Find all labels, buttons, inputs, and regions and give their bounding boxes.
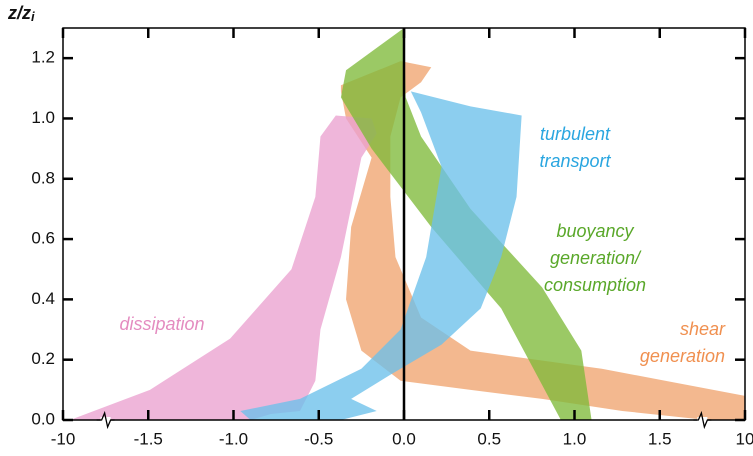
x-tick-label: -1.0 [219, 429, 248, 448]
x-tick-label: -1.5 [134, 429, 163, 448]
y-label-main: z/z [7, 3, 31, 23]
annotation: dissipation [119, 314, 204, 334]
y-tick-label: 0.4 [31, 289, 55, 308]
band [240, 91, 522, 421]
band [70, 115, 377, 420]
axis-break [693, 410, 712, 430]
x-tick-label: -0.5 [304, 429, 333, 448]
annotation: buoyancy [556, 221, 634, 241]
x-tick-label: 10 [736, 429, 753, 448]
annotation: turbulent [540, 124, 611, 144]
axis-break [96, 410, 115, 430]
annotation: shear [680, 319, 726, 339]
y-tick-label: 0.2 [31, 349, 55, 368]
annotation: generation [640, 346, 725, 366]
annotation: generation/ [550, 248, 642, 268]
x-tick-label: 0.5 [477, 429, 501, 448]
y-tick-label: 0.6 [31, 229, 55, 248]
x-tick-label: 0.0 [392, 429, 416, 448]
x-tick-label: 1.5 [648, 429, 672, 448]
y-tick-label: 1.2 [31, 48, 55, 67]
y-tick-label: 0.8 [31, 168, 55, 187]
y-tick-label: 1.0 [31, 108, 55, 127]
y-axis-label: z/zi [7, 3, 35, 25]
annotation: transport [539, 151, 611, 171]
y-tick-label: 0.0 [31, 409, 55, 428]
y-label-sub: i [31, 9, 35, 24]
x-tick-label: -10 [51, 429, 76, 448]
annotation: consumption [544, 275, 646, 295]
x-tick-label: 1.0 [563, 429, 587, 448]
